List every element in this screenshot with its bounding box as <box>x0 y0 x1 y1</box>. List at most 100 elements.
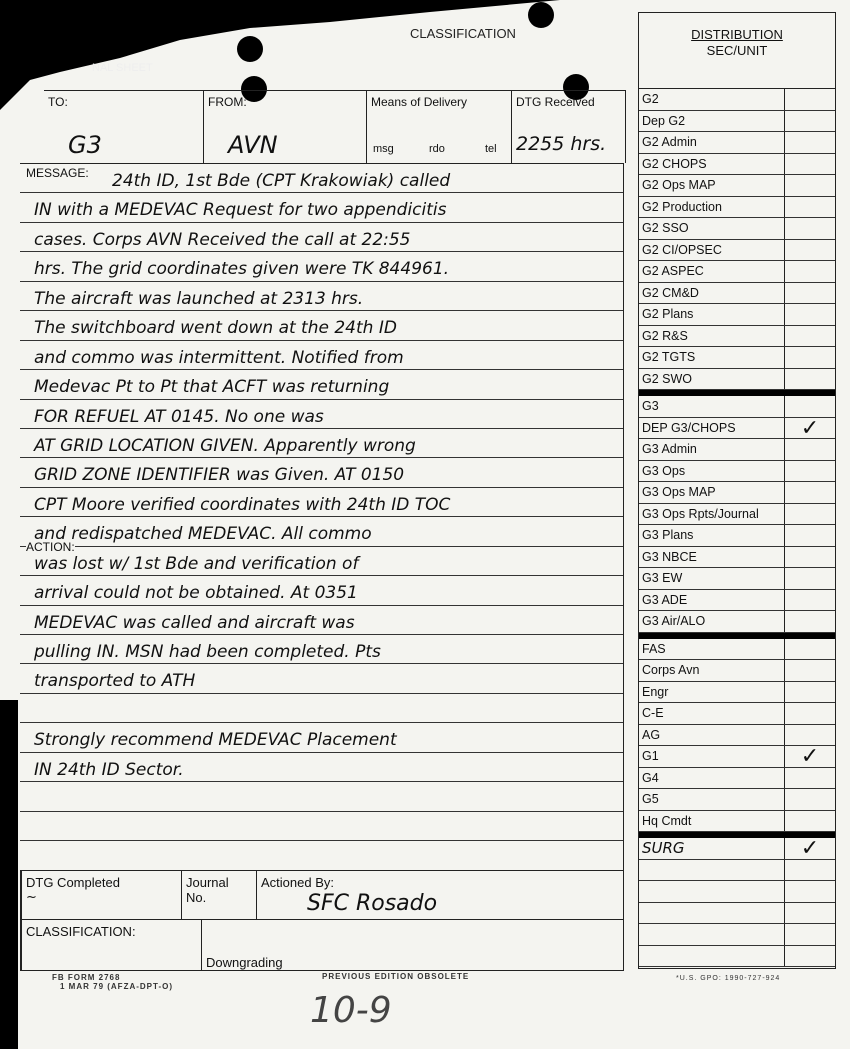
distribution-unit <box>639 945 785 966</box>
distribution-checkbox[interactable] <box>785 860 835 881</box>
downgrading-cell[interactable]: Downgrading <box>202 920 623 970</box>
distribution-checkbox[interactable] <box>785 525 835 546</box>
distribution-row[interactable]: Hq Cmdt <box>639 810 835 832</box>
distribution-checkbox[interactable] <box>785 326 835 347</box>
actioned-by-cell[interactable]: Actioned By: SFC Rosado <box>257 871 623 919</box>
distribution-checkbox[interactable]: ✓ <box>785 835 835 860</box>
distribution-row[interactable]: G2 SSO <box>639 218 835 240</box>
distribution-checkbox[interactable] <box>785 439 835 460</box>
distribution-checkbox[interactable] <box>785 768 835 789</box>
message-area[interactable]: MESSAGE: ACTION: 24th ID, 1st Bde (CPT K… <box>20 163 624 871</box>
distribution-checkbox[interactable] <box>785 568 835 589</box>
distribution-unit: G2 CHOPS <box>639 153 785 174</box>
distribution-checkbox[interactable] <box>785 482 835 503</box>
distribution-checkbox[interactable] <box>785 725 835 746</box>
distribution-checkbox[interactable] <box>785 660 835 681</box>
distribution-checkbox[interactable] <box>785 283 835 304</box>
distribution-row[interactable]: DEP G3/CHOPS ✓ <box>639 416 835 439</box>
distribution-checkbox[interactable] <box>785 590 835 611</box>
distribution-row[interactable] <box>639 924 835 946</box>
distribution-checkbox[interactable] <box>785 154 835 175</box>
distribution-checkbox[interactable] <box>785 175 835 196</box>
distribution-checkbox[interactable]: ✓ <box>785 416 835 438</box>
distribution-row[interactable]: C-E <box>639 703 835 725</box>
dtg-completed-cell[interactable]: DTG Completed ~ <box>22 871 182 919</box>
distribution-row[interactable]: G3 EW <box>639 568 835 590</box>
message-line-text: and commo was intermittent. Notified fro… <box>34 347 404 368</box>
distribution-row[interactable]: G2 CI/OPSEC <box>639 239 835 261</box>
distribution-row[interactable]: Engr <box>639 681 835 703</box>
distribution-checkbox[interactable] <box>785 924 835 945</box>
distribution-row[interactable]: AG <box>639 724 835 746</box>
distribution-row[interactable] <box>639 881 835 903</box>
distribution-checkbox[interactable] <box>785 811 835 832</box>
distribution-row[interactable]: G2 <box>639 89 835 111</box>
distribution-row[interactable]: G2 SWO <box>639 368 835 390</box>
distribution-row[interactable]: G4 <box>639 767 835 789</box>
distribution-checkbox[interactable] <box>785 703 835 724</box>
distribution-checkbox[interactable] <box>785 89 835 110</box>
distribution-checkbox[interactable] <box>785 218 835 239</box>
distribution-row[interactable]: FAS <box>639 638 835 660</box>
distribution-row[interactable]: G3 ADE <box>639 589 835 611</box>
distribution-row[interactable]: G3 <box>639 396 835 418</box>
distribution-checkbox[interactable] <box>785 197 835 218</box>
distribution-checkbox[interactable] <box>785 881 835 902</box>
from-cell[interactable]: FROM: AVN <box>204 90 367 163</box>
distribution-checkbox[interactable] <box>785 132 835 153</box>
distribution-row[interactable]: G3 Ops MAP <box>639 482 835 504</box>
distribution-row[interactable]: G2 CHOPS <box>639 153 835 175</box>
distribution-row[interactable]: G2 ASPEC <box>639 261 835 283</box>
distribution-checkbox[interactable] <box>785 789 835 810</box>
distribution-row[interactable]: G2 Admin <box>639 132 835 154</box>
delivery-tel[interactable]: tel <box>485 143 497 155</box>
delivery-msg[interactable]: msg <box>373 143 394 155</box>
classification-cell[interactable]: CLASSIFICATION: <box>22 920 202 970</box>
distribution-row[interactable]: G2 R&S <box>639 325 835 347</box>
journal-no-cell[interactable]: Journal No. <box>182 871 257 919</box>
distribution-unit: Corps Avn <box>639 660 785 681</box>
distribution-checkbox[interactable] <box>785 946 835 967</box>
dtg-received-cell[interactable]: DTG Received 2255 hrs. <box>512 90 626 163</box>
distribution-row[interactable] <box>639 945 835 967</box>
distribution-checkbox[interactable] <box>785 611 835 632</box>
distribution-row[interactable]: G3 NBCE <box>639 546 835 568</box>
distribution-row[interactable]: G3 Ops <box>639 460 835 482</box>
message-line: 24th ID, 1st Bde (CPT Krakowiak) called <box>20 164 623 194</box>
distribution-checkbox[interactable] <box>785 304 835 325</box>
distribution-row[interactable]: G5 <box>639 789 835 811</box>
distribution-row[interactable]: G2 CM&D <box>639 282 835 304</box>
distribution-row[interactable]: SURG ✓ <box>639 835 835 860</box>
distribution-row[interactable]: G2 TGTS <box>639 347 835 369</box>
distribution-checkbox[interactable] <box>785 347 835 368</box>
to-label: TO: <box>48 95 68 109</box>
delivery-rdo[interactable]: rdo <box>429 143 445 155</box>
distribution-row[interactable]: Dep G2 <box>639 110 835 132</box>
distribution-row[interactable]: G3 Ops Rpts/Journal <box>639 503 835 525</box>
distribution-row[interactable]: G2 Ops MAP <box>639 175 835 197</box>
distribution-row[interactable]: G3 Plans <box>639 525 835 547</box>
distribution-checkbox[interactable] <box>785 240 835 261</box>
distribution-row[interactable] <box>639 859 835 881</box>
distribution-checkbox[interactable] <box>785 461 835 482</box>
distribution-checkbox[interactable] <box>785 639 835 660</box>
dtg-received-value: 2255 hrs. <box>516 133 607 155</box>
distribution-row[interactable]: Corps Avn <box>639 660 835 682</box>
distribution-row[interactable]: G3 Admin <box>639 439 835 461</box>
distribution-checkbox[interactable] <box>785 111 835 132</box>
distribution-row[interactable]: G2 Production <box>639 196 835 218</box>
distribution-row[interactable]: G1 ✓ <box>639 745 835 768</box>
to-cell[interactable]: TO: G3 <box>44 90 204 163</box>
distribution-checkbox[interactable] <box>785 682 835 703</box>
distribution-checkbox[interactable]: ✓ <box>785 745 835 767</box>
distribution-checkbox[interactable] <box>785 903 835 924</box>
distribution-row[interactable] <box>639 902 835 924</box>
distribution-row[interactable]: G2 Plans <box>639 304 835 326</box>
distribution-checkbox[interactable] <box>785 547 835 568</box>
distribution-checkbox[interactable] <box>785 369 835 390</box>
distribution-row[interactable]: G3 Air/ALO <box>639 611 835 633</box>
distribution-checkbox[interactable] <box>785 261 835 282</box>
distribution-checkbox[interactable] <box>785 504 835 525</box>
distribution-checkbox[interactable] <box>785 396 835 417</box>
check-mark-icon: ✓ <box>800 835 820 860</box>
